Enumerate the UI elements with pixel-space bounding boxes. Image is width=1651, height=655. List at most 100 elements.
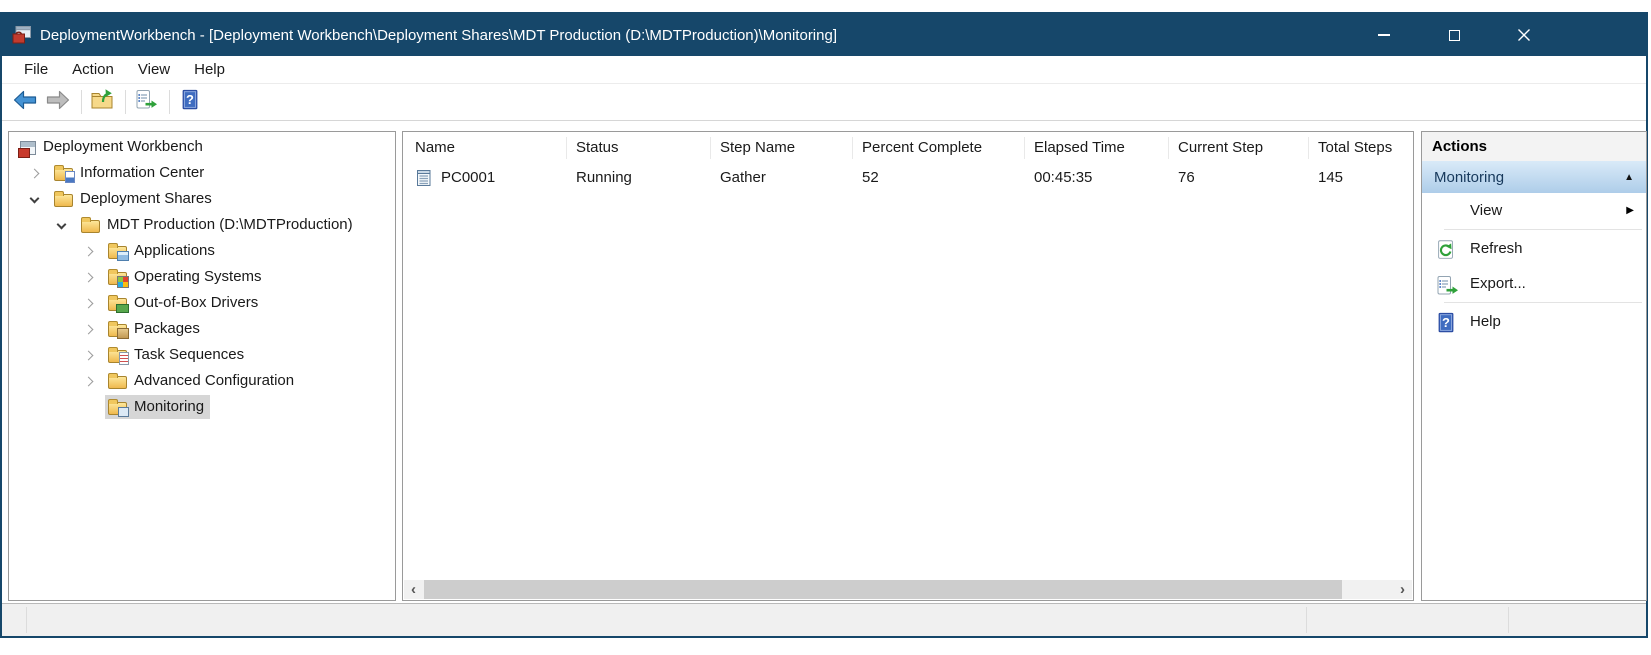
column-header-status[interactable]: Status bbox=[567, 136, 711, 159]
tree-item-label: Applications bbox=[134, 242, 215, 259]
column-header-elapsed-time[interactable]: Elapsed Time bbox=[1025, 136, 1169, 159]
actions-section-monitoring[interactable]: Monitoring ▲ bbox=[1422, 161, 1646, 193]
folder-monitoring-icon bbox=[108, 399, 129, 417]
actions-section-label: Monitoring bbox=[1434, 168, 1505, 186]
column-header-total-steps[interactable]: Total Steps bbox=[1318, 139, 1393, 156]
toolbar-separator bbox=[81, 90, 82, 114]
menu-help[interactable]: Help bbox=[194, 61, 225, 78]
back-arrow-icon bbox=[12, 87, 38, 117]
tree-item-content: MDT Production (D:\MDTProduction) bbox=[78, 213, 359, 237]
tree-item-content: Operating Systems bbox=[105, 265, 268, 289]
window-title: DeploymentWorkbench - [Deployment Workbe… bbox=[40, 26, 837, 44]
tree-item-label: Out-of-Box Drivers bbox=[134, 294, 259, 311]
tree-item-deployment-shares[interactable]: Deployment Shares bbox=[9, 187, 395, 213]
action-item-export[interactable]: Export... bbox=[1422, 266, 1646, 301]
tree-item-content: Advanced Configuration bbox=[105, 369, 300, 393]
tree-item-task-sequences[interactable]: Task Sequences bbox=[9, 343, 395, 369]
tree-item-packages[interactable]: Packages bbox=[9, 317, 395, 343]
export-list-icon bbox=[133, 87, 159, 117]
computer-log-icon bbox=[415, 169, 433, 187]
cell-status: Running bbox=[567, 169, 711, 186]
column-header-name[interactable]: Name bbox=[403, 136, 567, 159]
tree-pane: Deployment Workbench Information Center De… bbox=[8, 131, 396, 601]
cell-total-steps: 145 bbox=[1309, 169, 1413, 186]
expander-collapsed-icon[interactable] bbox=[83, 350, 94, 361]
folder-os-icon bbox=[108, 269, 129, 288]
tree-item-out-of-box-drivers[interactable]: Out-of-Box Drivers bbox=[9, 291, 395, 317]
action-item-help[interactable]: ? Help bbox=[1422, 304, 1646, 339]
help-button[interactable]: ? bbox=[175, 87, 205, 117]
horizontal-scrollbar: ‹ › bbox=[404, 580, 1412, 599]
tree-item-deployment-workbench[interactable]: Deployment Workbench bbox=[9, 135, 395, 161]
cell-percent-complete: 52 bbox=[853, 169, 1025, 186]
menu-action[interactable]: Action bbox=[72, 61, 114, 78]
deployment-workbench-window: DeploymentWorkbench - [Deployment Workbe… bbox=[0, 12, 1648, 638]
status-separator bbox=[26, 607, 27, 633]
toolbar-separator bbox=[125, 90, 126, 114]
cell-text: 76 bbox=[1178, 169, 1195, 186]
tree-item-label: Packages bbox=[134, 320, 200, 337]
cell-current-step: 76 bbox=[1169, 169, 1309, 186]
results-pane: Name Status Step Name Percent Complete Elaps… bbox=[402, 131, 1414, 601]
expander-collapsed-icon[interactable] bbox=[83, 298, 94, 309]
expander-collapsed-icon[interactable] bbox=[83, 272, 94, 283]
maximize-button[interactable] bbox=[1431, 14, 1477, 56]
expander-expanded-icon[interactable] bbox=[29, 193, 40, 204]
actions-items: View ▶ Refresh Export... ? Help bbox=[1422, 193, 1646, 339]
list-header: Name Status Step Name Percent Complete Elaps… bbox=[403, 132, 1413, 163]
scroll-right-arrow-icon[interactable]: › bbox=[1400, 581, 1405, 598]
action-item-view[interactable]: View ▶ bbox=[1422, 193, 1646, 228]
folder-info-icon bbox=[54, 165, 75, 183]
action-item-label: Export... bbox=[1470, 275, 1526, 292]
tree-item-monitoring[interactable]: Monitoring bbox=[9, 395, 395, 421]
column-header-step-name[interactable]: Step Name bbox=[711, 136, 853, 159]
minimize-button[interactable] bbox=[1361, 14, 1407, 56]
scroll-left-arrow-icon[interactable]: ‹ bbox=[411, 581, 416, 598]
collapse-section-icon[interactable]: ▲ bbox=[1624, 171, 1634, 183]
column-header-percent-complete[interactable]: Percent Complete bbox=[853, 136, 1025, 159]
forward-button[interactable] bbox=[43, 87, 73, 117]
cell-text: PC0001 bbox=[441, 169, 496, 186]
tree-item-applications[interactable]: Applications bbox=[9, 239, 395, 265]
expander-collapsed-icon[interactable] bbox=[29, 168, 40, 179]
status-bar bbox=[2, 603, 1646, 636]
status-separator bbox=[1306, 607, 1307, 633]
cell-step-name: Gather bbox=[711, 169, 853, 186]
folder-open-icon bbox=[54, 191, 73, 207]
tree-item-operating-systems[interactable]: Operating Systems bbox=[9, 265, 395, 291]
cell-text: 145 bbox=[1318, 169, 1344, 186]
tree-item-label: Deployment Workbench bbox=[43, 138, 203, 155]
scrollbar-thumb[interactable] bbox=[424, 580, 1342, 599]
tree-item-mdt-production-d-mdtproduction[interactable]: MDT Production (D:\MDTProduction) bbox=[9, 213, 395, 239]
actions-pane: Actions Monitoring ▲ View ▶ Refresh Export.… bbox=[1421, 131, 1647, 601]
cell-elapsed-time: 00:45:35 bbox=[1025, 169, 1169, 186]
tree-item-information-center[interactable]: Information Center bbox=[9, 161, 395, 187]
tree-item-content: Task Sequences bbox=[105, 343, 250, 367]
expander-collapsed-icon[interactable] bbox=[83, 324, 94, 335]
actions-separator bbox=[1444, 229, 1642, 230]
expander-expanded-icon[interactable] bbox=[56, 219, 67, 230]
maximize-icon bbox=[1448, 29, 1460, 41]
menu-view[interactable]: View bbox=[137, 61, 171, 78]
expander-collapsed-icon[interactable] bbox=[83, 246, 94, 257]
tree-item-content: Out-of-Box Drivers bbox=[105, 291, 264, 315]
tree-item-advanced-configuration[interactable]: Advanced Configuration bbox=[9, 369, 395, 395]
refresh-icon bbox=[1434, 238, 1456, 260]
export-list-button[interactable] bbox=[131, 87, 161, 117]
column-header-current-step[interactable]: Current Step bbox=[1169, 136, 1309, 159]
help-icon: ? bbox=[1434, 311, 1456, 333]
back-button[interactable] bbox=[10, 87, 40, 117]
tree-item-label: Advanced Configuration bbox=[134, 372, 295, 389]
expander-collapsed-icon[interactable] bbox=[83, 376, 94, 387]
menu-file[interactable]: File bbox=[24, 61, 49, 78]
toolbar: ? bbox=[2, 84, 1646, 121]
tree-item-content: Deployment Workbench bbox=[17, 135, 209, 159]
result-row-pc0001[interactable]: PC0001 Running Gather 52 00:45:35 76 145 bbox=[403, 163, 1413, 192]
close-button[interactable] bbox=[1501, 14, 1547, 56]
submenu-arrow-icon: ▶ bbox=[1626, 205, 1634, 216]
action-item-refresh[interactable]: Refresh bbox=[1422, 231, 1646, 266]
folder-drivers-icon bbox=[108, 295, 129, 313]
svg-text:?: ? bbox=[186, 92, 194, 107]
cell-text: 52 bbox=[862, 169, 879, 186]
up-one-level-button[interactable] bbox=[87, 87, 117, 117]
